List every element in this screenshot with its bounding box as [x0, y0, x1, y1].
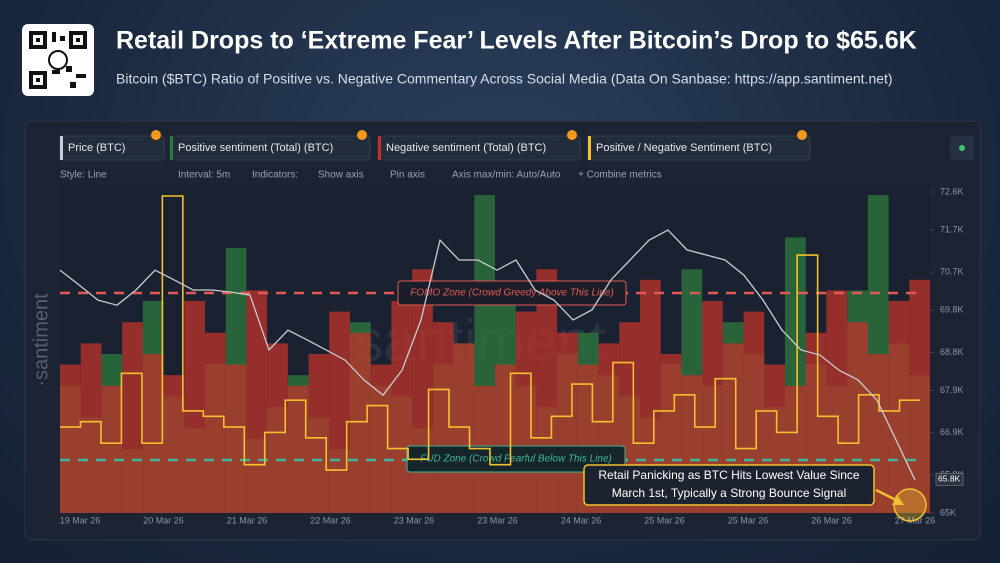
x-tick-label: 20 Mar 26 [143, 515, 184, 525]
sentiment-bar [412, 269, 433, 513]
btc-icon [151, 130, 161, 140]
toolbar-item[interactable]: Pin axis [390, 170, 425, 181]
sentiment-bar [453, 343, 475, 513]
last-price-label: 65.8K [938, 473, 961, 483]
toolbar-item[interactable]: Style: Line [60, 170, 107, 181]
fud-label: FUD Zone (Crowd Fearful Below This Line) [420, 454, 612, 465]
btc-icon [797, 130, 807, 140]
fomo-label: FOMO Zone (Crowd Greedy Above This Line) [410, 288, 614, 299]
x-tick-label: 21 Mar 26 [227, 515, 268, 525]
last-price-box [935, 472, 964, 486]
legend-label: Price (BTC) [68, 142, 125, 154]
toolbar-item[interactable]: + Combine metrics [578, 170, 662, 181]
sentiment-bar [60, 364, 81, 513]
sentiment-bar [163, 375, 185, 513]
toolbar-item[interactable]: Axis max/min: Auto/Auto [452, 170, 561, 181]
ratio-line [60, 195, 920, 471]
sentiment-bar [391, 301, 413, 513]
x-tick-label: 23 Mar 26 [477, 515, 518, 525]
legend-swatch [170, 136, 173, 160]
fud-box [406, 445, 626, 473]
price-line [59, 229, 916, 481]
y2-tick-label: 65K [940, 507, 956, 517]
callout-text: Retail Panicking as BTC Hits Lowest Valu… [598, 468, 860, 482]
y2-tick-label: 68.8K [940, 347, 964, 357]
y2-tick-label: 67.9K [940, 385, 964, 395]
sentiment-bar [122, 322, 143, 513]
sentiment-bar [370, 364, 392, 513]
status-dot [959, 145, 965, 151]
sentiment-bar [329, 311, 350, 513]
y2-tick-label: 69.8K [940, 305, 964, 315]
legend-swatch [60, 136, 63, 160]
title: Retail Drops to ‘Extreme Fear’ Levels Af… [116, 27, 917, 55]
y2-tick-label: 72.6K [940, 186, 964, 196]
x-tick-label: 23 Mar 26 [394, 515, 435, 525]
fomo-box [397, 280, 627, 306]
sentiment-bar [101, 385, 123, 513]
side-watermark: ·santiment [30, 293, 52, 387]
sentiment-bar [826, 290, 848, 513]
sentiment-bar [432, 322, 454, 513]
sentiment-bar [909, 279, 930, 513]
legend-label: Positive / Negative Sentiment (BTC) [596, 142, 772, 154]
legend-label: Positive sentiment (Total) (BTC) [178, 142, 333, 154]
y2-tick-label: 71.7K [940, 224, 964, 234]
x-tick-label: 26 Mar 26 [811, 515, 852, 525]
sentiment-bar [350, 332, 371, 513]
x-tick-label: 25 Mar 26 [644, 515, 685, 525]
highlight-circle [893, 488, 927, 522]
x-tick-label: 25 Mar 26 [728, 515, 769, 525]
btc-icon [357, 130, 367, 140]
sentiment-bar [287, 385, 309, 513]
sentiment-bar [184, 301, 205, 513]
sentiment-bar [536, 269, 558, 513]
toolbar-item[interactable]: Interval: 5m [178, 170, 230, 181]
sentiment-bar [743, 311, 765, 513]
callout-box [583, 464, 875, 506]
sentiment-bar [225, 364, 247, 513]
toolbar-item[interactable]: Show axis [318, 170, 364, 181]
sentiment-bar [308, 354, 330, 513]
y2-tick-label: 66.9K [940, 427, 964, 437]
subtitle: Bitcoin ($BTC) Ratio of Positive vs. Neg… [116, 71, 893, 87]
x-tick-label: 24 Mar 26 [561, 515, 602, 525]
x-tick-label: 19 Mar 26 [60, 515, 101, 525]
x-tick-label: 22 Mar 26 [310, 515, 351, 525]
btc-icon [567, 130, 577, 140]
legend-label: Negative sentiment (Total) (BTC) [386, 142, 546, 154]
legend-swatch [588, 136, 591, 160]
legend-swatch [378, 136, 381, 160]
callout-arrowhead [892, 496, 904, 505]
sentiment-bar [205, 332, 226, 513]
y2-tick-label: 70.7K [940, 267, 964, 277]
sentiment-bar [267, 343, 288, 513]
sentiment-bar [515, 311, 537, 513]
sentiment-bar [640, 279, 661, 513]
qr-code [22, 24, 94, 96]
sentiment-bar [80, 343, 102, 513]
sentiment-bar [142, 354, 164, 513]
sentiment-bar [557, 332, 578, 513]
sentiment-bar [246, 290, 268, 513]
callout-text: March 1st, Typically a Strong Bounce Sig… [612, 486, 847, 500]
toolbar-item[interactable]: Indicators: [252, 170, 298, 181]
sentiment-bar [495, 364, 516, 513]
